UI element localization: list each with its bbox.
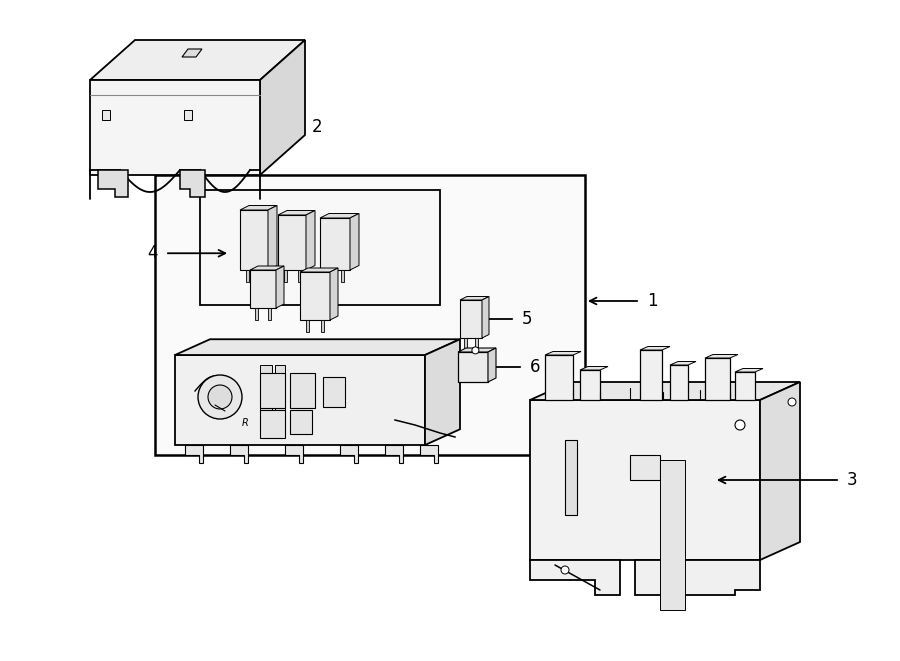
Polygon shape (90, 80, 260, 175)
Bar (260, 410, 285, 438)
Polygon shape (635, 560, 760, 595)
Polygon shape (260, 40, 305, 175)
Polygon shape (320, 218, 350, 270)
Polygon shape (458, 352, 488, 382)
Text: 4: 4 (148, 245, 158, 262)
Polygon shape (285, 445, 303, 463)
Circle shape (472, 347, 479, 354)
Polygon shape (180, 170, 205, 197)
Bar (323, 377, 345, 407)
Bar (306, 320, 309, 332)
Polygon shape (530, 382, 800, 400)
Polygon shape (488, 348, 496, 382)
Polygon shape (482, 297, 489, 338)
Polygon shape (278, 215, 306, 270)
Circle shape (198, 375, 242, 419)
Polygon shape (640, 350, 662, 400)
Polygon shape (268, 206, 277, 270)
Text: 2: 2 (312, 118, 322, 137)
Bar (290, 373, 315, 408)
Polygon shape (580, 366, 608, 370)
Bar (255, 308, 258, 320)
Polygon shape (230, 445, 248, 463)
Polygon shape (420, 445, 438, 463)
Polygon shape (460, 297, 489, 300)
Polygon shape (98, 170, 128, 197)
Polygon shape (276, 266, 284, 308)
Circle shape (735, 420, 745, 430)
Polygon shape (320, 214, 359, 218)
Polygon shape (300, 272, 330, 320)
Polygon shape (640, 346, 670, 350)
Polygon shape (240, 206, 277, 210)
Polygon shape (240, 210, 268, 270)
Polygon shape (735, 372, 755, 400)
Circle shape (788, 398, 796, 406)
Text: 3: 3 (847, 471, 858, 489)
Text: R: R (241, 418, 248, 428)
Polygon shape (425, 339, 460, 445)
Bar (464, 338, 467, 350)
Text: 1: 1 (647, 292, 658, 310)
Circle shape (561, 566, 569, 574)
Polygon shape (670, 365, 688, 400)
Polygon shape (385, 445, 403, 463)
Bar (284, 270, 286, 282)
Polygon shape (90, 40, 305, 80)
Polygon shape (705, 354, 738, 358)
Polygon shape (278, 210, 315, 215)
Polygon shape (250, 266, 284, 270)
Bar (290, 410, 312, 434)
Polygon shape (350, 214, 359, 270)
Polygon shape (660, 460, 685, 610)
Polygon shape (340, 445, 358, 463)
Bar (184, 110, 192, 120)
Polygon shape (530, 560, 620, 595)
Polygon shape (630, 455, 660, 480)
Polygon shape (545, 352, 581, 355)
Polygon shape (306, 210, 315, 270)
Bar (246, 270, 248, 282)
Polygon shape (705, 358, 730, 400)
Bar (102, 110, 110, 120)
Bar (475, 338, 478, 350)
Polygon shape (175, 355, 425, 445)
Bar (268, 308, 271, 320)
Bar (326, 270, 329, 282)
Text: 6: 6 (530, 358, 541, 376)
Polygon shape (175, 339, 460, 355)
Bar (260, 365, 272, 415)
Bar (200, 190, 440, 305)
Polygon shape (530, 400, 760, 560)
Polygon shape (580, 370, 600, 400)
Polygon shape (670, 362, 696, 365)
Text: 5: 5 (522, 310, 533, 328)
Polygon shape (300, 268, 338, 272)
Polygon shape (330, 268, 338, 320)
Bar (275, 365, 285, 410)
Polygon shape (460, 300, 482, 338)
Bar (341, 270, 344, 282)
Polygon shape (565, 440, 577, 515)
Polygon shape (250, 270, 276, 308)
Bar (260, 373, 285, 408)
Circle shape (208, 385, 232, 409)
Polygon shape (185, 445, 203, 463)
Bar (259, 270, 263, 282)
Bar (321, 320, 324, 332)
Polygon shape (182, 49, 202, 57)
Polygon shape (458, 348, 496, 352)
Polygon shape (735, 368, 763, 372)
Bar (298, 270, 301, 282)
Polygon shape (760, 382, 800, 560)
Bar (155, 175, 585, 455)
Polygon shape (545, 355, 573, 400)
